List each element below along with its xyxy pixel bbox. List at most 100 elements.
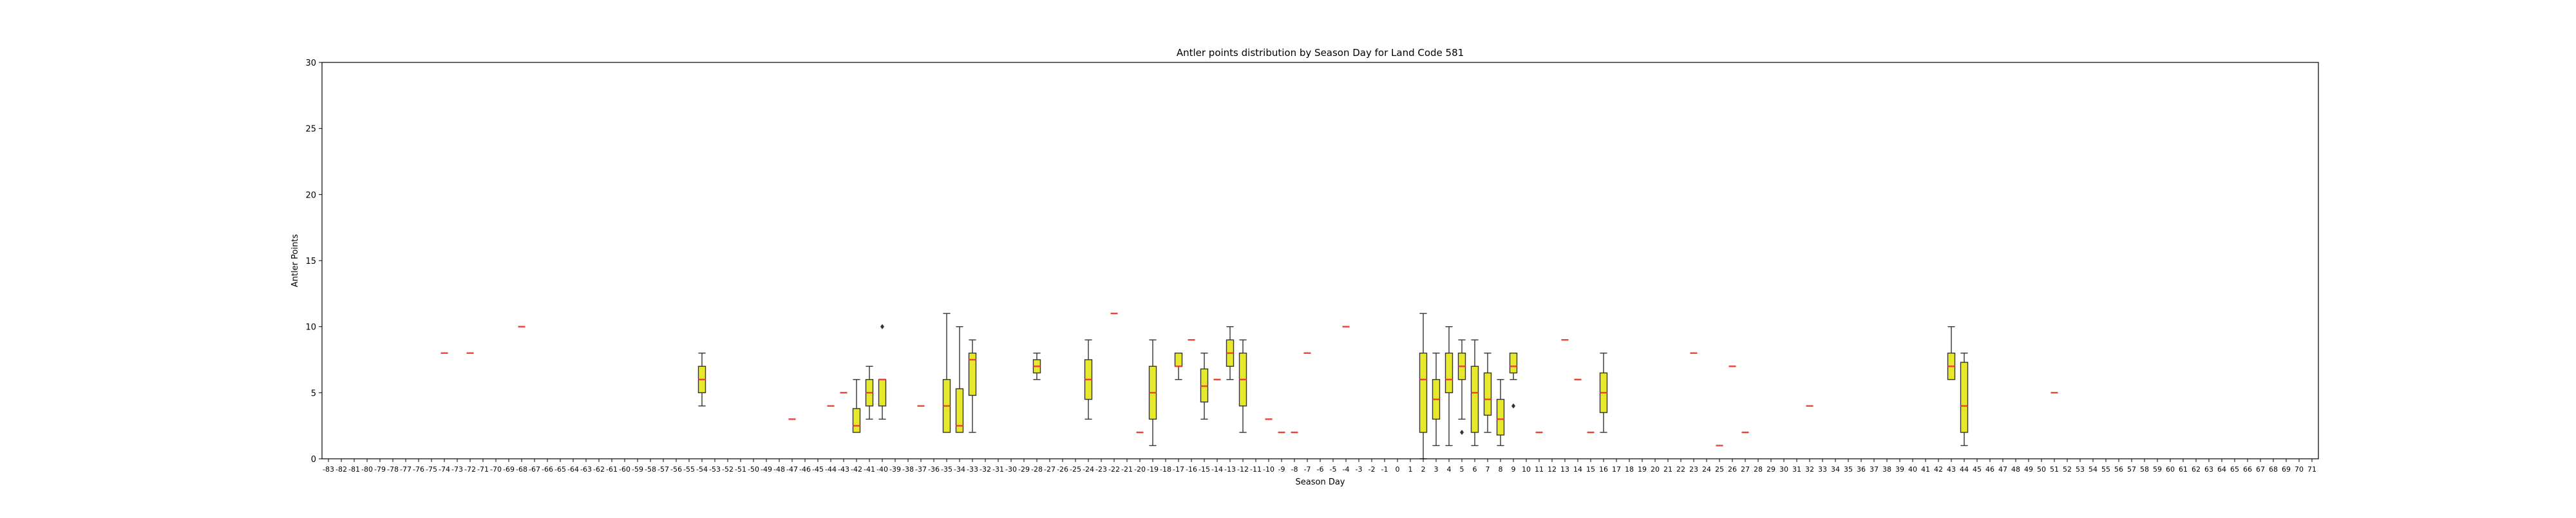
x-tick-label: -24 <box>1083 465 1094 474</box>
x-tick-label: 53 <box>2076 465 2085 474</box>
x-tick-label: 70 <box>2295 465 2304 474</box>
box-group <box>1470 339 1479 447</box>
box-group <box>1496 379 1505 447</box>
x-tick-label: -16 <box>1186 465 1197 474</box>
box-iqr <box>1496 398 1505 436</box>
y-tick-label: 0 <box>311 455 316 465</box>
x-tick-label: 48 <box>2011 465 2020 474</box>
box-group <box>1483 353 1492 433</box>
x-tick-label: -67 <box>529 465 540 474</box>
x-tick-label: -73 <box>451 465 463 474</box>
x-tick-label: -46 <box>799 465 811 474</box>
box-group <box>1238 339 1247 433</box>
x-tick-label: -77 <box>400 465 412 474</box>
x-tick-label: -44 <box>825 465 837 474</box>
box-iqr <box>1509 353 1518 374</box>
x-tick-label: 6 <box>1473 465 1477 474</box>
box-group <box>1509 353 1518 409</box>
x-tick-label: -12 <box>1237 465 1249 474</box>
x-tick-label: -19 <box>1147 465 1159 474</box>
x-tick-label: -83 <box>323 465 334 474</box>
x-tick-label: 22 <box>1676 465 1685 474</box>
x-tick-label: 16 <box>1599 465 1608 474</box>
x-tick-label: 40 <box>1908 465 1917 474</box>
x-tick-label: 39 <box>1895 465 1904 474</box>
box-group <box>955 326 964 433</box>
x-tick-label: 57 <box>2127 465 2136 474</box>
box-group <box>1200 353 1209 420</box>
x-tick-label: -28 <box>1031 465 1043 474</box>
x-tick-label: 37 <box>1870 465 1879 474</box>
x-tick-label: -35 <box>941 465 952 474</box>
x-tick-label: 64 <box>2217 465 2226 474</box>
x-tick-label: 47 <box>1998 465 2007 474</box>
x-tick-label: -69 <box>503 465 515 474</box>
x-tick-label: 36 <box>1857 465 1866 474</box>
chart-title: Antler points distribution by Season Day… <box>1177 47 1464 59</box>
x-tick-label: 71 <box>2307 465 2316 474</box>
x-tick-label: 21 <box>1663 465 1672 474</box>
x-tick-label: 1 <box>1408 465 1413 474</box>
y-tick-label: 15 <box>305 257 316 266</box>
x-tick-label: -18 <box>1160 465 1171 474</box>
x-tick-label: 66 <box>2243 465 2252 474</box>
box-group <box>865 365 874 420</box>
x-tick-label: -63 <box>580 465 592 474</box>
box-iqr <box>878 379 887 407</box>
x-tick-label: -31 <box>992 465 1004 474</box>
x-tick-label: 52 <box>2063 465 2072 474</box>
x-tick-label: 27 <box>1741 465 1750 474</box>
x-tick-label: 58 <box>2140 465 2149 474</box>
x-tick-label: 24 <box>1702 465 1711 474</box>
x-tick-label: -9 <box>1278 465 1285 474</box>
x-tick-label: -43 <box>838 465 849 474</box>
x-tick-label: -78 <box>387 465 399 474</box>
box-iqr <box>852 408 861 433</box>
x-tick-label: 69 <box>2282 465 2291 474</box>
x-tick-label: -5 <box>1330 465 1337 474</box>
x-tick-label: -76 <box>413 465 424 474</box>
x-tick-label: -64 <box>567 465 579 474</box>
x-tick-label: 51 <box>2050 465 2059 474</box>
x-tick-label: -57 <box>658 465 669 474</box>
x-tick-label: -2 <box>1368 465 1376 474</box>
x-tick-label: -15 <box>1198 465 1210 474</box>
box-group <box>1174 353 1183 380</box>
x-tick-label: 0 <box>1396 465 1400 474</box>
x-tick-label: -21 <box>1121 465 1133 474</box>
x-tick-label: -75 <box>426 465 437 474</box>
box-group <box>1599 353 1608 433</box>
x-tick-label: 68 <box>2269 465 2278 474</box>
box-group <box>1419 313 1428 459</box>
x-tick-label: -53 <box>709 465 721 474</box>
x-tick-label: 2 <box>1421 465 1426 474</box>
x-tick-label: 61 <box>2179 465 2188 474</box>
x-tick-label: -3 <box>1356 465 1363 474</box>
x-tick-label: 8 <box>1499 465 1503 474</box>
x-tick-label: 5 <box>1460 465 1464 474</box>
x-tick-label: -25 <box>1070 465 1081 474</box>
x-tick-label: 13 <box>1560 465 1569 474</box>
x-tick-label: 55 <box>2101 465 2110 474</box>
x-tick-label: -23 <box>1095 465 1107 474</box>
x-tick-label: -56 <box>670 465 682 474</box>
box-iqr <box>955 388 964 433</box>
x-tick-label: -60 <box>619 465 630 474</box>
x-tick-label: -72 <box>464 465 476 474</box>
box-iqr <box>1483 372 1492 416</box>
x-tick-label: 11 <box>1535 465 1544 474</box>
x-tick-label: -26 <box>1057 465 1068 474</box>
x-tick-label: -30 <box>1005 465 1017 474</box>
box-group <box>1226 326 1235 380</box>
y-tick-label: 10 <box>305 323 316 333</box>
x-tick-label: 28 <box>1754 465 1763 474</box>
x-tick-label: 15 <box>1586 465 1595 474</box>
x-tick-label: -42 <box>851 465 862 474</box>
x-tick-label: 14 <box>1573 465 1582 474</box>
x-tick-label: -49 <box>761 465 772 474</box>
x-tick-label: -47 <box>786 465 798 474</box>
x-tick-label: -6 <box>1317 465 1324 474</box>
x-tick-label: -14 <box>1211 465 1223 474</box>
x-tick-label: -39 <box>889 465 901 474</box>
